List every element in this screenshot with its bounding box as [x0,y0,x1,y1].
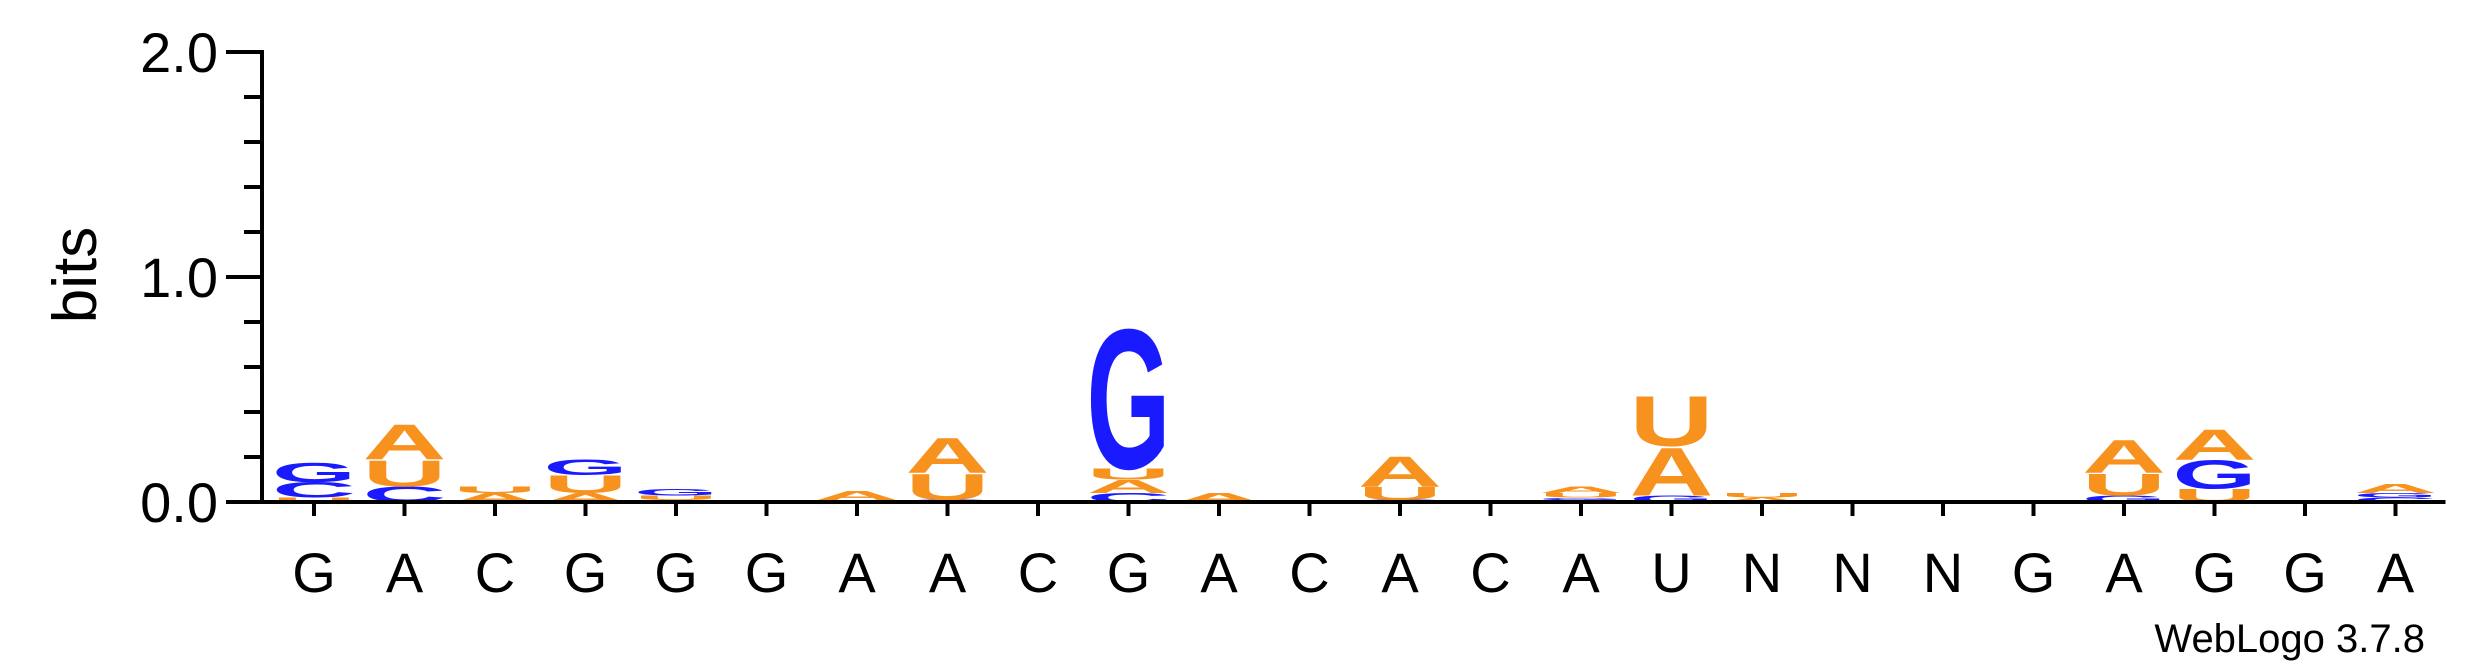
y-tick-label: 1.0 [140,246,218,309]
logo-letter-u: U [2082,467,2166,502]
logo-letter-glyph: U [544,470,628,498]
logo-letter-glyph: U [363,453,447,495]
logo-letter-u: U [272,496,356,503]
logo-letter-glyph: A [1358,446,1442,495]
logo-letter-glyph: U [453,485,537,495]
logo-letter-u: U [1087,465,1171,483]
y-tick-label: 2.0 [140,21,218,84]
logo-letter-glyph: C [2353,496,2437,503]
logo-letter-g: G [2082,494,2166,504]
position-label: G [2193,541,2237,604]
position-label: A [1562,541,1600,604]
position-label: N [1832,541,1872,604]
y-tick-label: 0.0 [140,471,218,534]
logo-letter-u: U [453,485,537,495]
logo-letter-glyph: G [1539,497,1623,500]
position-label: G [292,541,336,604]
logo-letter-a: A [1087,476,1171,497]
position-label: C [1289,541,1329,604]
logo-letter-u: U [634,494,718,501]
logo-letter-a: A [2354,482,2438,496]
position-label: G [654,541,698,604]
position-label: C [1018,541,1058,604]
weblogo-credit: WebLogo 3.7.8 [2154,617,2425,661]
logo-letter-glyph: G [2354,492,2438,499]
logo-letter-u: U [1629,381,1713,461]
logo-letter-glyph: U [634,494,718,501]
position-label: C [475,541,515,604]
logo-letter-glyph: A [2354,482,2438,496]
logo-letter-glyph: G [272,456,356,487]
logo-letter-glyph: A [362,414,446,470]
logo-letter-c: C [272,478,356,503]
logo-letter-g: G [2354,492,2438,499]
position-label: G [745,541,789,604]
logo-letter-a: A [1539,485,1623,495]
position-label: G [564,541,608,604]
position-label: A [386,541,424,604]
logo-letter-glyph: U [2082,467,2166,502]
position-label: A [2105,541,2143,604]
logo-letter-glyph: U [272,496,356,503]
logo-letter-c: C [2353,496,2437,503]
logo-letter-glyph: A [1630,434,1714,510]
logo-letter-a: A [2173,419,2257,468]
logo-stacks: UCGCUAAUAUGAUGUACUACAUGACUACGUAGAUAUGUAU… [272,289,2438,512]
position-label: A [838,541,876,604]
logo-letter-glyph: U [1629,381,1713,461]
logo-letter-glyph: A [1720,496,1804,503]
logo-letter-glyph: G [1087,289,1171,512]
logo-letter-a: A [2082,430,2166,482]
logo-letter-a: A [1720,496,1804,503]
position-label: C [1470,541,1510,604]
logo-letter-glyph: G [544,455,628,480]
logo-letter-u: U [544,470,628,498]
logo-letter-glyph: A [2082,430,2166,482]
logo-letter-g: G [1630,494,1714,504]
position-label: N [1923,541,1963,604]
logo-letter-glyph: A [1539,485,1623,495]
logo-letter-a: A [1630,434,1714,510]
logo-letter-glyph: U [1358,483,1442,504]
position-label: G [2012,541,2056,604]
y-axis: 0.0 1.0 2.0 [140,21,264,534]
logo-letter-g: G [634,487,718,497]
logo-letter-glyph: G [2082,494,2166,504]
position-label: G [1107,541,1151,604]
logo-letter-glyph: U [1539,492,1623,499]
logo-letter-g: G [2173,452,2257,497]
logo-letter-glyph: A [905,428,989,484]
logo-letter-g: G [1539,497,1623,500]
position-label: U [1651,541,1691,604]
position-label: G [2283,541,2327,604]
logo-letter-u: U [1539,492,1623,499]
logo-letter-glyph: G [1630,494,1714,504]
logo-letter-g: G [272,456,356,487]
position-label: A [929,541,967,604]
position-label: A [2377,541,2415,604]
logo-letter-a: A [1358,446,1442,495]
logo-letter-glyph: A [2173,419,2257,468]
logo-letter-glyph: G [634,487,718,497]
logo-letter-a: A [362,414,446,470]
logo-letter-glyph: A [815,488,899,502]
logo-letter-glyph: A [1087,476,1171,497]
position-label: A [1381,541,1419,604]
logo-letter-glyph: C [272,478,356,503]
position-label: N [1742,541,1782,604]
logo-letter-glyph: G [2173,452,2257,497]
position-label: A [1200,541,1238,604]
logo-letter-u: U [1720,492,1804,499]
logo-letter-a: A [905,428,989,484]
logo-letter-glyph: U [1087,465,1171,483]
logo-letter-g: G [1087,289,1171,512]
y-axis-title: bits [41,227,110,323]
logo-letter-u: U [363,453,447,495]
logo-letter-glyph: U [1720,492,1804,499]
logo-letter-u: U [1358,483,1442,504]
logo-letter-a: A [815,488,899,502]
logo-letter-g: G [544,455,628,480]
